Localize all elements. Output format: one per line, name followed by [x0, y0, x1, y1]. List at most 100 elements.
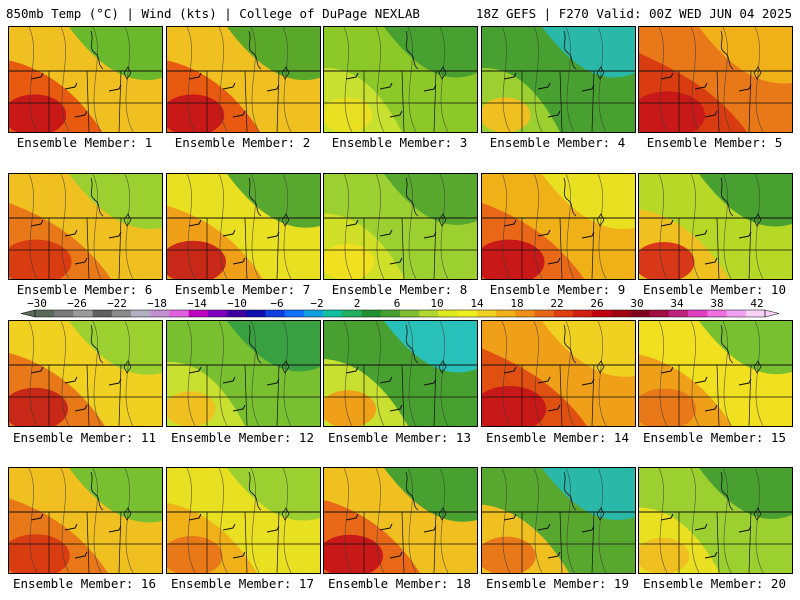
colorbar-swatch: [207, 310, 228, 317]
colorbar-swatch: [92, 310, 113, 317]
map-panel: [8, 320, 163, 427]
ensemble-member-label: Ensemble Member: 13: [328, 430, 471, 445]
colorbar-tick-label: 14: [470, 297, 484, 310]
map-panel: [638, 173, 793, 280]
ensemble-member-label: Ensemble Member: 10: [643, 282, 786, 297]
ensemble-member-label: Ensemble Member: 7: [174, 282, 311, 297]
map-panel: [166, 467, 321, 574]
colorbar-swatch: [457, 310, 478, 317]
ensemble-member-label: Ensemble Member: 1: [16, 135, 153, 150]
colorbar-swatch: [649, 310, 670, 317]
map-panel: [323, 173, 478, 280]
colorbar-swatch: [534, 310, 554, 317]
map-panel: [323, 467, 478, 574]
colorbar-tick-label: 18: [510, 297, 523, 310]
colorbar-swatch: [131, 310, 151, 317]
map-panel: [481, 26, 636, 133]
ensemble-member-label: Ensemble Member: 3: [331, 135, 468, 150]
map-panel: [8, 467, 163, 574]
colorbar-swatch: [169, 310, 189, 317]
colorbar-tick-label: 6: [394, 297, 401, 310]
colorbar-swatch: [707, 310, 727, 317]
colorbar-tick-label: −10: [227, 297, 247, 310]
ensemble-member-label: Ensemble Member: 2: [174, 135, 311, 150]
colorbar-swatch: [496, 310, 516, 317]
map-panel: [638, 467, 793, 574]
colorbar-swatch: [438, 310, 458, 317]
colorbar-tick-label: −26: [67, 297, 87, 310]
map-panel: [8, 173, 163, 280]
colorbar-swatch: [323, 310, 343, 317]
colorbar-tick-label: 30: [630, 297, 643, 310]
map-panel: [166, 320, 321, 427]
ensemble-member-label: Ensemble Member: 8: [331, 282, 468, 297]
ensemble-member-label: Ensemble Member: 20: [643, 576, 786, 591]
colorbar-swatch: [150, 310, 170, 317]
colorbar-tick-label: 10: [430, 297, 443, 310]
colorbar-swatch: [380, 310, 401, 317]
map-panel: [481, 320, 636, 427]
colorbar-swatch: [361, 310, 382, 317]
ensemble-member-label: Ensemble Member: 17: [171, 576, 314, 591]
colorbar-tick-label: −30: [27, 297, 47, 310]
colorbar-swatch: [688, 310, 708, 317]
colorbar-tick-label: 26: [590, 297, 603, 310]
map-panel: [638, 26, 793, 133]
colorbar-swatch: [611, 310, 631, 317]
ensemble-member-label: Ensemble Member: 11: [13, 430, 156, 445]
colorbar-swatch: [726, 310, 747, 317]
map-panel: [8, 26, 163, 133]
colorbar-swatch: [419, 310, 439, 317]
colorbar-swatch: [515, 310, 535, 317]
map-panel: [166, 26, 321, 133]
colorbar-tick-label: 38: [710, 297, 723, 310]
ensemble-member-label: Ensemble Member: 18: [328, 576, 471, 591]
ensemble-member-label: Ensemble Member: 6: [16, 282, 153, 297]
colorbar-swatch: [284, 310, 305, 317]
header-title-left: 850mb Temp (°C) | Wind (kts) | College o…: [6, 6, 420, 21]
map-panel: [166, 173, 321, 280]
ensemble-member-label: Ensemble Member: 5: [646, 135, 783, 150]
map-panel: [323, 320, 478, 427]
colorbar-swatch: [188, 310, 209, 317]
ensemble-member-label: Ensemble Member: 19: [486, 576, 629, 591]
map-panel: [638, 320, 793, 427]
colorbar-swatch: [553, 310, 574, 317]
colorbar-swatch: [111, 310, 132, 317]
colorbar-swatch: [630, 310, 651, 317]
colorbar-swatch: [246, 310, 266, 317]
header-title-right: 18Z GEFS | F270 Valid: 00Z WED JUN 04 20…: [475, 6, 792, 21]
colorbar-swatch: [265, 310, 286, 317]
ensemble-member-label: Ensemble Member: 9: [489, 282, 626, 297]
colorbar-tick-label: 34: [670, 297, 684, 310]
map-panel: [323, 26, 478, 133]
colorbar-tick-label: −22: [107, 297, 127, 310]
colorbar-tick-label: −6: [270, 297, 283, 310]
map-panel: [481, 467, 636, 574]
colorbar-swatch: [745, 310, 766, 317]
colorbar-tick-label: −14: [187, 297, 207, 310]
colorbar-swatch: [668, 310, 689, 317]
ensemble-member-label: Ensemble Member: 15: [643, 430, 786, 445]
colorbar-swatch: [592, 310, 612, 317]
colorbar-tick-label: −2: [310, 297, 323, 310]
colorbar-tick-label: 42: [750, 297, 763, 310]
colorbar-tick-label: −18: [147, 297, 167, 310]
colorbar-swatch: [400, 310, 420, 317]
colorbar-swatch: [73, 310, 93, 317]
colorbar-swatch: [342, 310, 362, 317]
ensemble-member-label: Ensemble Member: 16: [13, 576, 156, 591]
colorbar-tick-label: 2: [354, 297, 361, 310]
colorbar-swatch: [572, 310, 593, 317]
colorbar-swatch: [54, 310, 74, 317]
ensemble-member-label: Ensemble Member: 4: [489, 135, 626, 150]
ensemble-member-label: Ensemble Member: 12: [171, 430, 314, 445]
colorbar-swatch: [476, 310, 497, 317]
map-panel: [481, 173, 636, 280]
ensemble-member-label: Ensemble Member: 14: [486, 430, 629, 445]
colorbar-swatch: [35, 310, 55, 317]
colorbar-tick-label: 22: [550, 297, 563, 310]
colorbar-swatch: [303, 310, 324, 317]
colorbar-swatch: [227, 310, 247, 317]
temperature-colorbar: −30 −26 −22 −18 −14 −10 −6 −2 2 6 10 14 18 22 26 30 34 38…: [20, 297, 780, 318]
